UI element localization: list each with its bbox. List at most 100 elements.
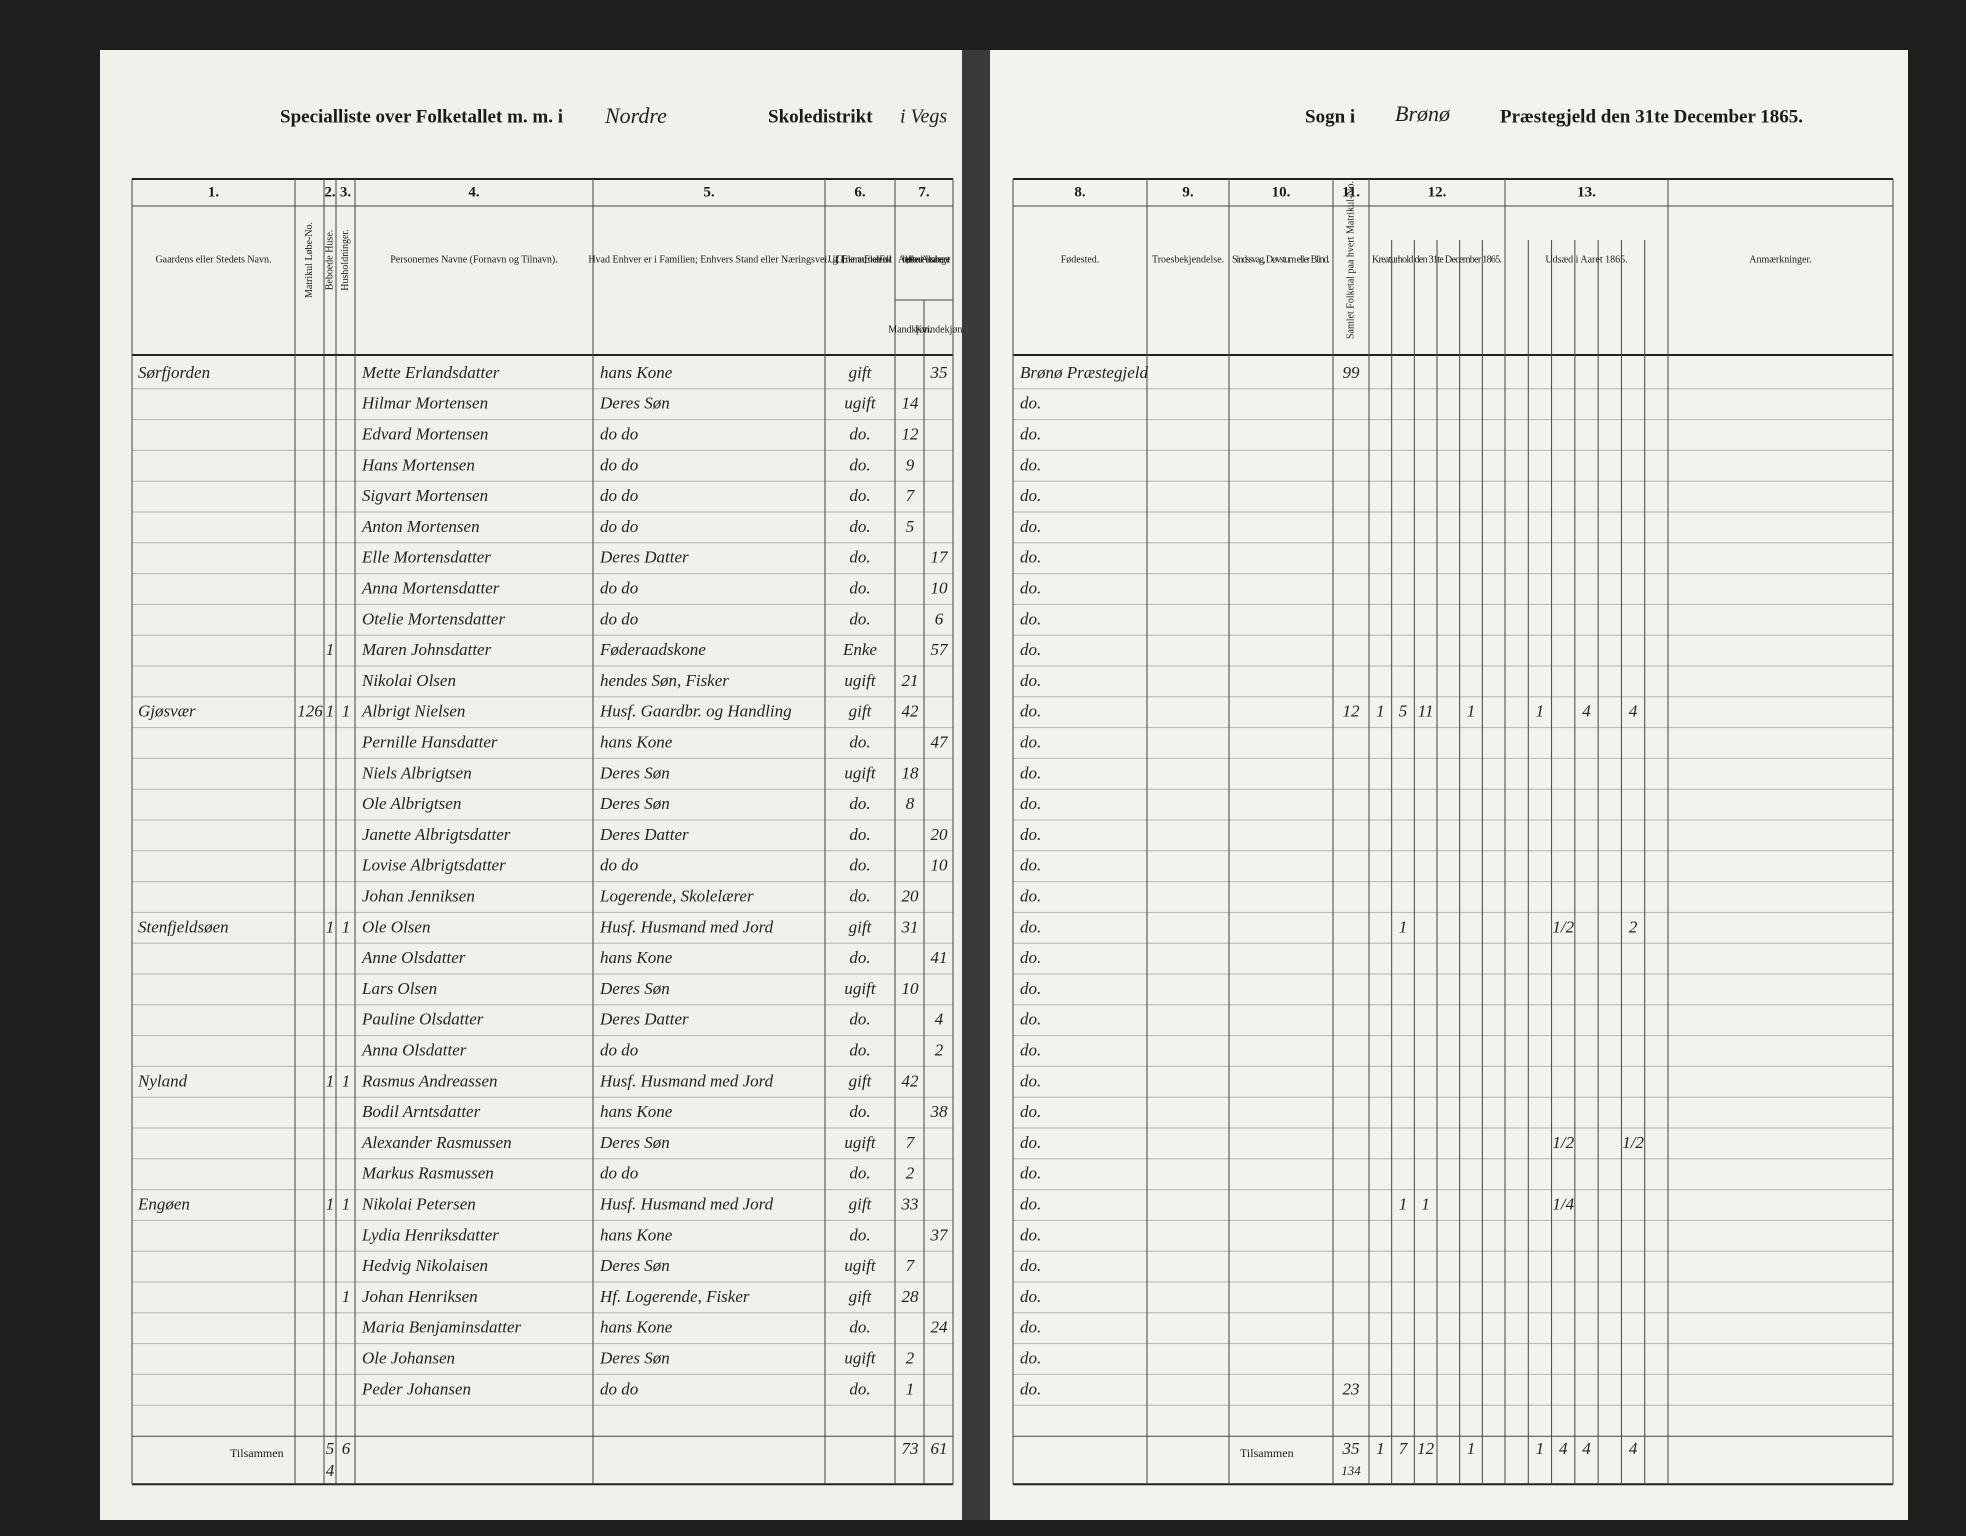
place: Sørfjorden [138, 363, 210, 382]
status: do. [849, 517, 870, 536]
name: Lydia Henriksdatter [361, 1225, 499, 1244]
birthplace: do. [1020, 948, 1041, 967]
status: do. [849, 1318, 870, 1337]
name: Anton Mortensen [361, 517, 480, 536]
position: do do [600, 517, 638, 536]
livestock-count: 1 [1376, 702, 1385, 721]
status: do. [849, 887, 870, 906]
livestock-count: 4 [1629, 1439, 1638, 1458]
position: hans Kone [600, 1102, 673, 1121]
age-male: 28 [902, 1287, 920, 1306]
position: Deres Søn [599, 794, 670, 813]
status: do. [849, 1164, 870, 1183]
totals-label: Tilsammen [230, 1446, 284, 1460]
name: Albrigt Nielsen [361, 702, 465, 721]
column-header: Kreaturhold den 31te December 1865. [1372, 254, 1502, 265]
household: 1 [342, 1071, 351, 1090]
birthplace: Brønø Præstegjeld [1020, 363, 1148, 382]
age-header: Mandkjøn. [888, 324, 932, 335]
birthplace: do. [1020, 517, 1041, 536]
heading: Specialliste over Folketallet m. m. i [280, 106, 563, 127]
household: 1 [342, 702, 351, 721]
age-male: 12 [902, 425, 920, 444]
age-male: 1 [906, 1379, 915, 1398]
column-header: Hvad Enhver er i Familien; Enhvers Stand… [588, 254, 829, 265]
column-number: 10. [1272, 184, 1291, 200]
heading: Skoledistrikt [768, 106, 873, 127]
birthplace: do. [1020, 425, 1041, 444]
name: Mette Erlandsdatter [361, 363, 500, 382]
name: Johan Henriksen [362, 1287, 478, 1306]
column-number: 13. [1577, 184, 1596, 200]
column-number: 7. [918, 184, 930, 200]
birthplace: do. [1020, 1225, 1041, 1244]
position: do do [600, 486, 638, 505]
livestock-count: 1/2 [1552, 1133, 1574, 1152]
position: Deres Søn [599, 1349, 670, 1368]
position: Deres Søn [599, 763, 670, 782]
birthplace: do. [1020, 1010, 1041, 1029]
name: Elle Mortensdatter [361, 548, 491, 567]
name: Edvard Mortensen [361, 425, 488, 444]
position: Deres Søn [599, 1133, 670, 1152]
livestock-count: 1 [1467, 702, 1476, 721]
birthplace: do. [1020, 548, 1041, 567]
house: 1 [326, 1071, 335, 1090]
status: ugift [844, 1256, 876, 1275]
column-header: Beboede Huse. [324, 230, 335, 291]
status: do. [849, 794, 870, 813]
status: do. [849, 1010, 870, 1029]
district-place: i Vegs [900, 106, 947, 128]
birthplace: do. [1020, 671, 1041, 690]
status: do. [849, 948, 870, 967]
birthplace: do. [1020, 640, 1041, 659]
position: hans Kone [600, 733, 673, 752]
position: do do [600, 609, 638, 628]
column-header: Matrikul Løbe-No. [304, 222, 315, 298]
house: 1 [326, 1195, 335, 1214]
status: do. [849, 609, 870, 628]
age-male: 73 [902, 1439, 919, 1458]
position: hans Kone [600, 1225, 673, 1244]
livestock-count: 1 [1467, 1439, 1476, 1458]
name: Maren Johnsdatter [361, 640, 492, 659]
name: Nikolai Olsen [361, 671, 456, 690]
age-female: 37 [930, 1225, 950, 1244]
column-header: Husholdninger. [340, 229, 351, 290]
matrikel: 126 [297, 702, 323, 721]
age-male: 21 [902, 671, 919, 690]
house: 5 [326, 1439, 335, 1458]
name: Anne Olsdatter [361, 948, 466, 967]
status: do. [849, 1225, 870, 1244]
heading: Sogn i [1305, 106, 1355, 127]
position: hans Kone [600, 948, 673, 967]
name: Hedvig Nikolaisen [361, 1256, 488, 1275]
livestock-count: 1/4 [1552, 1195, 1574, 1214]
status: gift [849, 1287, 873, 1306]
column-number: 11. [1342, 184, 1360, 200]
column-header: Udsæd i Aaret 1865. [1545, 254, 1627, 265]
birthplace: do. [1020, 394, 1041, 413]
column-header: Anmærkninger. [1749, 254, 1812, 265]
column-header: Ugift, Gift, Enkemand, Enke eller Fraski… [828, 254, 892, 265]
status: do. [849, 825, 870, 844]
column-header: Samlet Folketal paa hvert Matrikul-No. [1345, 181, 1356, 339]
age-male: 42 [902, 1071, 920, 1090]
household: 6 [342, 1439, 351, 1458]
status: do. [849, 1379, 870, 1398]
position: do do [600, 579, 638, 598]
house: 1 [326, 917, 335, 936]
age-female: 2 [935, 1041, 944, 1060]
house-b: 4 [326, 1461, 335, 1480]
age-male: 42 [902, 702, 920, 721]
place: Gjøsvær [138, 702, 196, 721]
livestock-count: 4 [1559, 1439, 1568, 1458]
age-male: 31 [901, 917, 919, 936]
name: Pauline Olsdatter [361, 1010, 484, 1029]
livestock-count: 1 [1376, 1439, 1385, 1458]
status: do. [849, 1041, 870, 1060]
position: do do [600, 425, 638, 444]
birthplace: do. [1020, 1318, 1041, 1337]
name: Ole Albrigtsen [362, 794, 461, 813]
